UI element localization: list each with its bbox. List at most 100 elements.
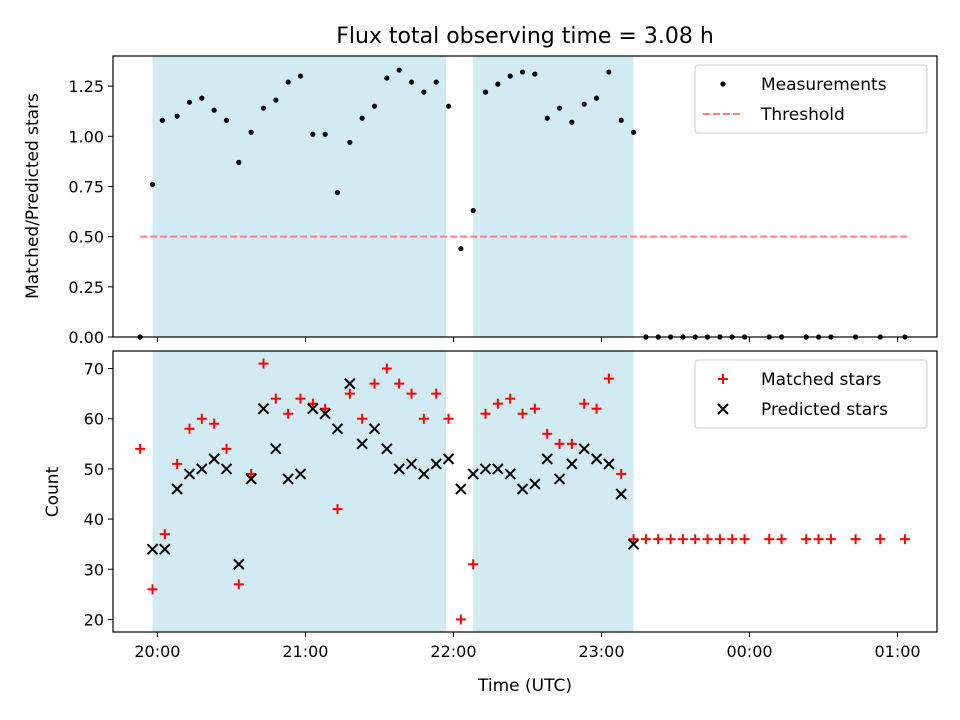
- matched-star-point: [196, 413, 207, 424]
- matched-star-point: [825, 534, 836, 545]
- predicted-marker-b: [393, 463, 405, 475]
- predicted-marker-b: [183, 468, 196, 480]
- matched-star-point: [801, 534, 812, 545]
- matched-star-point: [246, 468, 257, 479]
- predicted-star-point: [319, 408, 331, 420]
- matched-star-point: [505, 393, 516, 404]
- bottom-y-tick-label: 50: [84, 460, 104, 479]
- predicted-marker-b: [603, 458, 615, 470]
- matched-star-point: [468, 559, 479, 570]
- predicted-star-point: [146, 543, 159, 555]
- matched-star-point: [455, 614, 466, 625]
- measurement-point: [606, 69, 612, 75]
- matched-star-point: [443, 413, 454, 424]
- predicted-star-point: [208, 453, 220, 465]
- predicted-star-point: [603, 458, 615, 470]
- predicted-star-point: [405, 458, 418, 470]
- matched-star-point: [307, 398, 318, 409]
- matched-star-point: [899, 534, 910, 545]
- measurement-point: [159, 117, 165, 123]
- measurement-point: [495, 81, 501, 87]
- measurement-point: [273, 97, 279, 103]
- measurement-point: [310, 131, 316, 137]
- predicted-marker-b: [381, 443, 393, 455]
- top-y-tick-label: 1.25: [68, 77, 104, 96]
- x-tick-label: 22:00: [430, 642, 476, 661]
- bottom-y-tick-label: 30: [84, 560, 104, 579]
- predicted-star-point: [492, 463, 504, 475]
- measurement-point: [297, 73, 304, 79]
- top-observing-band: [152, 56, 447, 337]
- predicted-star-point: [381, 443, 393, 455]
- matched-star-point: [591, 403, 602, 414]
- predicted-star-point: [356, 438, 368, 450]
- measurement-point: [285, 79, 291, 85]
- matched-star-point: [653, 534, 664, 545]
- predicted-marker-b: [442, 453, 455, 465]
- matched-star-point: [875, 534, 886, 545]
- legend-box: [694, 64, 928, 134]
- predicted-star-point: [245, 473, 257, 485]
- legend-box: [694, 359, 928, 429]
- predicted-star-point: [171, 483, 183, 495]
- top-y-axis-label: Matched/Predicted stars: [23, 93, 43, 299]
- predicted-star-point: [220, 463, 233, 475]
- matched-star-point: [344, 388, 355, 399]
- measurement-point: [186, 99, 193, 105]
- legend-label: Matched stars: [761, 370, 881, 390]
- matched-star-point: [418, 413, 429, 424]
- predicted-marker-b: [455, 483, 467, 495]
- predicted-star-point: [578, 443, 590, 455]
- bottom-axes-frame: [112, 350, 938, 633]
- predicted-marker-b: [553, 473, 566, 485]
- measurement-point: [507, 73, 513, 79]
- matched-star-point: [603, 373, 614, 384]
- matched-star-point: [147, 584, 158, 595]
- measurement-point: [236, 159, 242, 165]
- legend-label: Measurements: [761, 75, 887, 95]
- predicted-marker-b: [492, 463, 504, 475]
- measurement-point: [248, 129, 254, 135]
- matched-star-point: [776, 534, 787, 545]
- predicted-star-point: [504, 468, 516, 480]
- matched-star-point: [320, 403, 331, 414]
- matched-star-point: [159, 529, 170, 540]
- predicted-marker-b: [405, 458, 418, 470]
- predicted-marker-b: [257, 402, 270, 415]
- matched-star-point: [702, 534, 713, 545]
- bottom-y-axis-label: Count: [43, 466, 63, 517]
- predicted-star-point: [541, 453, 553, 465]
- matched-star-point: [258, 358, 269, 369]
- bottom-y-tick-label: 70: [84, 360, 104, 379]
- predicted-star-point: [344, 377, 356, 390]
- matched-star-point: [739, 534, 750, 545]
- measurement-point: [211, 107, 217, 113]
- predicted-star-point: [282, 473, 294, 485]
- predicted-marker-b: [479, 463, 492, 475]
- predicted-star-point: [257, 402, 270, 415]
- matched-star-point: [542, 428, 553, 439]
- matched-star-point: [628, 534, 639, 545]
- measurement-point: [199, 95, 205, 101]
- matched-star-point: [677, 534, 688, 545]
- matched-star-point: [850, 534, 861, 545]
- measurement-point: [371, 103, 378, 109]
- measurement-point: [470, 207, 476, 214]
- matched-star-point: [357, 413, 368, 424]
- x-tick-label: 20:00: [134, 642, 180, 661]
- bottom-y-tick-label: 60: [84, 410, 104, 429]
- legend-label: Threshold: [760, 105, 845, 125]
- top-y-tick-label: 0.25: [68, 278, 104, 297]
- matched-star-point: [480, 408, 491, 419]
- predicted-star-point: [566, 458, 578, 470]
- predicted-marker-b: [529, 478, 541, 490]
- measurement-point: [359, 115, 365, 121]
- predicted-star-point: [233, 558, 245, 570]
- matched-star-point: [332, 504, 343, 515]
- legend-predicted-marker: [717, 403, 729, 415]
- predicted-marker-b: [146, 543, 159, 555]
- measurement-point: [384, 75, 390, 81]
- predicted-star-point: [183, 468, 196, 480]
- predicted-star-point: [442, 453, 455, 465]
